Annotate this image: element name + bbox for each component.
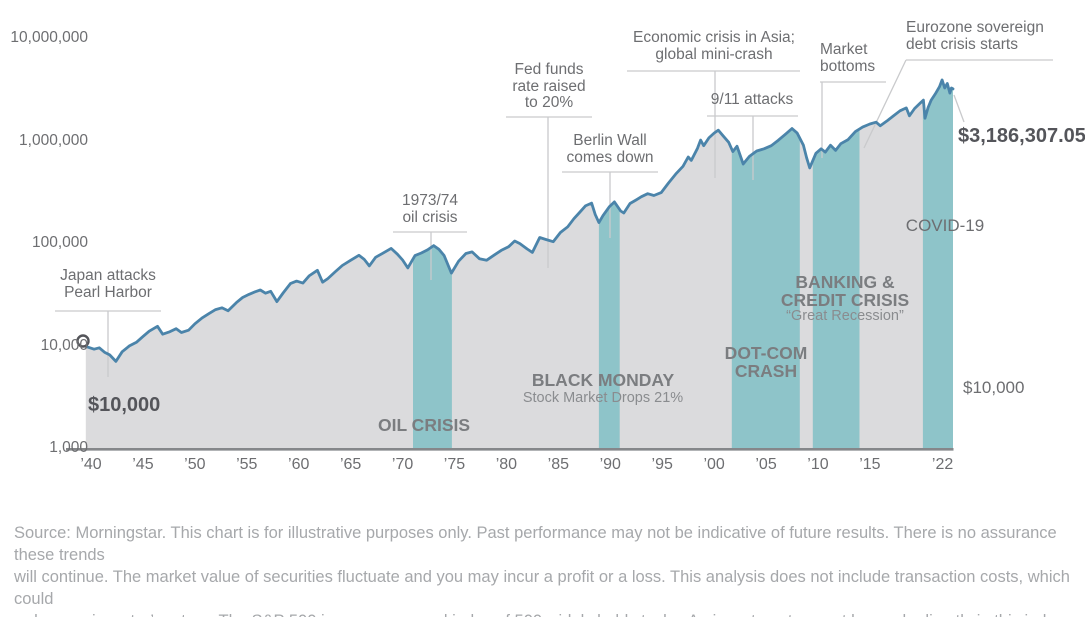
x-tick-7: ’75 [443, 456, 466, 473]
eurozone-note-leader [863, 59, 907, 149]
start-amount-label: $10,000 [88, 394, 161, 416]
end-amount-label-leader [953, 94, 965, 123]
black-monday-band-label: BLACK MONDAY [531, 370, 675, 390]
x-tick-13: ’05 [755, 456, 777, 473]
asia-crisis-note: Economic crisis in Asia; global mini-cra… [633, 29, 795, 63]
y-tick-0: 10,000,000 [10, 29, 88, 46]
x-tick-8: ’80 [495, 456, 518, 473]
x-tick-1: ’45 [132, 456, 154, 473]
end-amount-label: $3,186,307.05 [958, 125, 1085, 147]
x-tick-15: ’15 [859, 456, 881, 473]
x-tick-11: ’95 [651, 456, 673, 473]
x-tick-16: ’22 [931, 456, 954, 473]
banking-band-label: BANKING & CREDIT CRISIS [780, 272, 910, 310]
x-tick-5: ’65 [339, 456, 362, 473]
pearl-harbor-note: Japan attacks Pearl Harbor [60, 267, 156, 301]
oil-crisis-note: 1973/74 oil crisis [401, 192, 459, 226]
fed-funds-note: Fed funds rate raised to 20% [512, 61, 586, 111]
y-tick-2: 100,000 [31, 234, 88, 251]
x-tick-10: ’90 [599, 456, 621, 473]
x-tick-14: ’10 [807, 456, 829, 473]
y-tick-1: 1,000,000 [19, 131, 88, 149]
right-baseline-amount: $10,000 [963, 378, 1025, 397]
x-tick-0: ’40 [80, 456, 102, 473]
y-tick-4: 1,000 [49, 439, 88, 456]
x-tick-9: ’85 [547, 456, 570, 473]
banking-band-sublabel: “Great Recession” [786, 308, 904, 324]
x-tick-6: ’70 [391, 456, 414, 473]
market-bottoms-note: Market bottoms [820, 41, 876, 75]
nine-eleven-note: 9/11 attacks [710, 91, 794, 108]
x-tick-2: ’50 [184, 456, 206, 473]
black-monday-band-sublabel: Stock Market Drops 21% [522, 390, 684, 406]
covid-label: COVID-19 [905, 216, 985, 235]
source-disclaimer: Source: Morningstar. This chart is for i… [14, 524, 1070, 617]
crisis-band-covid-19 [922, 79, 953, 450]
x-tick-4: ’60 [288, 456, 310, 473]
y-tick-3: 10,000 [40, 336, 88, 354]
berlin-wall-note: Berlin Wall comes down [566, 132, 654, 166]
dot-com-band-label: DOT-COM CRASH [724, 343, 808, 381]
start-marker [76, 334, 90, 348]
x-tick-12: ’00 [703, 456, 725, 473]
oil-crisis-band-label: OIL CRISIS [377, 415, 471, 435]
eurozone-note: Eurozone sovereign debt crisis starts [906, 19, 1044, 53]
x-tick-3: ’55 [236, 456, 258, 473]
growth-line [84, 78, 955, 363]
